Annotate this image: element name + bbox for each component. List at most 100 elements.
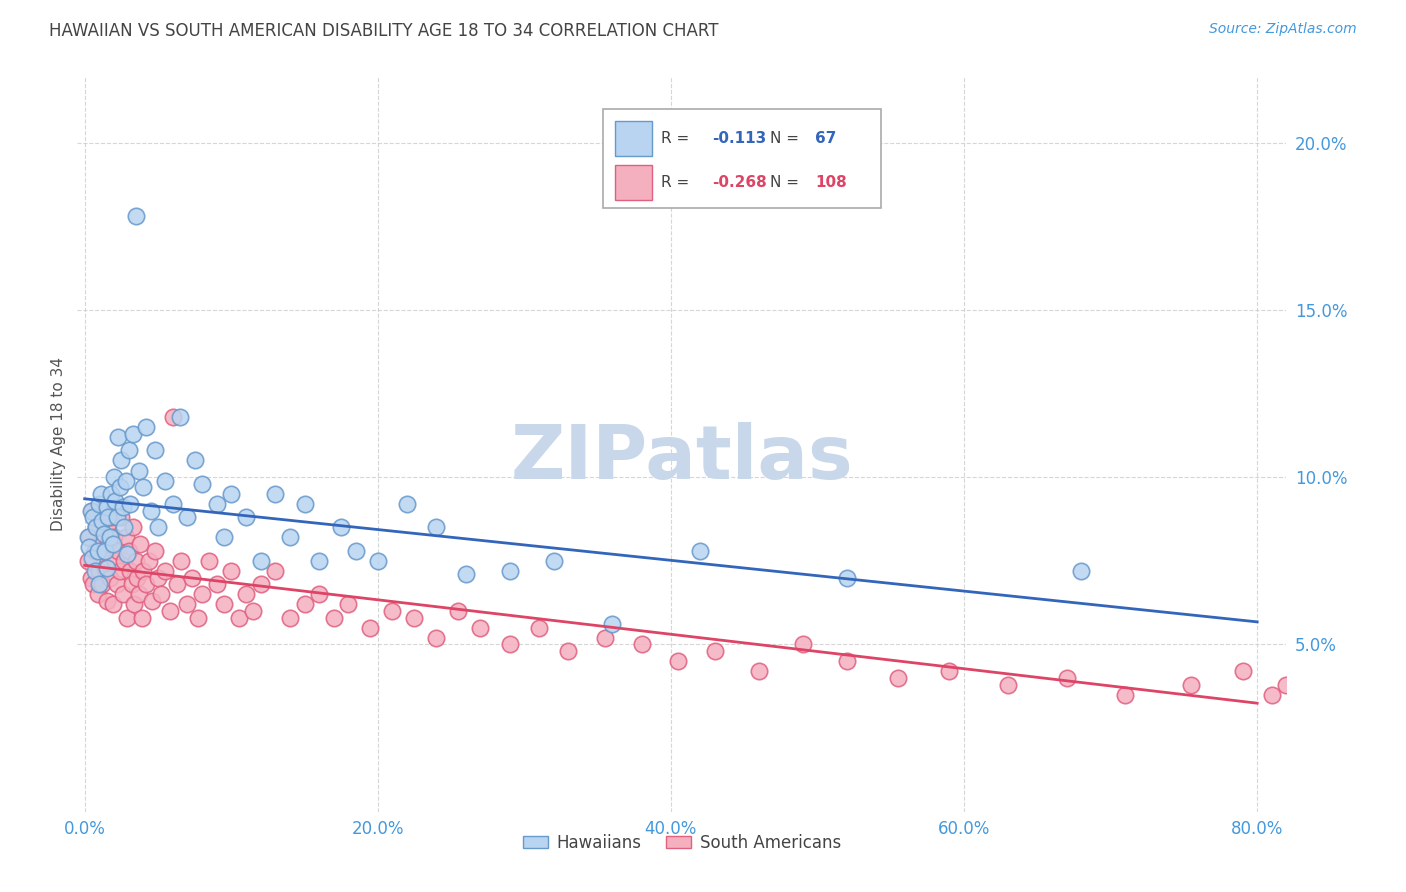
Point bbox=[1261, 688, 1284, 702]
Point bbox=[115, 610, 138, 624]
Point bbox=[143, 443, 166, 458]
Point bbox=[94, 560, 117, 574]
Point bbox=[191, 587, 214, 601]
Point bbox=[149, 587, 172, 601]
Point bbox=[114, 530, 136, 544]
Point bbox=[1334, 690, 1357, 705]
Point bbox=[1319, 671, 1341, 685]
Point bbox=[77, 541, 100, 555]
Point bbox=[135, 577, 157, 591]
Point bbox=[180, 571, 202, 585]
Point bbox=[264, 564, 287, 578]
Point bbox=[96, 560, 118, 574]
Point bbox=[1056, 671, 1078, 685]
Y-axis label: Disability Age 18 to 34: Disability Age 18 to 34 bbox=[51, 357, 66, 531]
Point bbox=[80, 503, 103, 517]
Point bbox=[703, 644, 725, 658]
Point bbox=[835, 571, 858, 585]
Point bbox=[121, 577, 143, 591]
Point bbox=[887, 671, 910, 685]
Point bbox=[112, 554, 135, 568]
Point bbox=[219, 487, 242, 501]
Point bbox=[396, 497, 419, 511]
Point bbox=[84, 543, 107, 558]
Point bbox=[125, 209, 148, 223]
Point bbox=[155, 474, 177, 488]
Point bbox=[91, 514, 114, 528]
Point bbox=[101, 537, 124, 551]
FancyBboxPatch shape bbox=[603, 109, 882, 209]
Point bbox=[93, 527, 115, 541]
Point bbox=[86, 520, 108, 534]
Point bbox=[86, 520, 108, 534]
Point bbox=[89, 564, 111, 578]
Point bbox=[1114, 688, 1136, 702]
Point bbox=[162, 409, 184, 424]
Point bbox=[108, 564, 131, 578]
Point bbox=[101, 598, 124, 612]
Point bbox=[146, 571, 169, 585]
Point bbox=[330, 520, 353, 534]
Point bbox=[404, 610, 426, 624]
Point bbox=[111, 500, 134, 515]
Point bbox=[104, 554, 127, 568]
Point bbox=[107, 430, 129, 444]
Point bbox=[278, 610, 301, 624]
Point bbox=[80, 550, 103, 565]
Point bbox=[94, 543, 117, 558]
Point bbox=[470, 621, 492, 635]
Text: -0.113: -0.113 bbox=[713, 131, 766, 146]
Point bbox=[1275, 678, 1298, 692]
Point bbox=[76, 530, 98, 544]
Point bbox=[600, 617, 623, 632]
Point bbox=[166, 577, 188, 591]
Point bbox=[122, 426, 145, 441]
Point bbox=[938, 664, 960, 678]
Point bbox=[155, 564, 177, 578]
Point bbox=[96, 500, 118, 515]
Text: N =: N = bbox=[770, 175, 804, 190]
Point bbox=[249, 554, 271, 568]
Point bbox=[108, 480, 131, 494]
Point bbox=[242, 604, 264, 618]
Text: R =: R = bbox=[661, 131, 695, 146]
Point bbox=[87, 587, 110, 601]
Point bbox=[141, 594, 163, 608]
Point bbox=[1289, 698, 1312, 712]
Point bbox=[93, 543, 115, 558]
Text: Source: ZipAtlas.com: Source: ZipAtlas.com bbox=[1209, 22, 1357, 37]
Point bbox=[1340, 711, 1362, 725]
Point bbox=[205, 497, 228, 511]
Point bbox=[212, 530, 235, 544]
Point bbox=[139, 503, 162, 517]
Point bbox=[100, 510, 122, 524]
Point bbox=[132, 564, 155, 578]
Point bbox=[159, 604, 181, 618]
Point bbox=[96, 520, 118, 534]
Text: -0.268: -0.268 bbox=[713, 175, 766, 190]
Point bbox=[127, 571, 149, 585]
Point bbox=[98, 571, 121, 585]
Point bbox=[89, 577, 111, 591]
Point bbox=[228, 610, 250, 624]
Point bbox=[97, 510, 120, 524]
Point bbox=[129, 537, 152, 551]
Point bbox=[454, 567, 477, 582]
Point bbox=[146, 520, 169, 534]
Point bbox=[425, 520, 447, 534]
Point bbox=[1305, 684, 1327, 698]
Point bbox=[131, 610, 153, 624]
FancyBboxPatch shape bbox=[616, 165, 652, 200]
Point bbox=[97, 537, 120, 551]
Point bbox=[997, 678, 1019, 692]
Point bbox=[1337, 698, 1360, 712]
Point bbox=[122, 520, 145, 534]
Point bbox=[103, 470, 125, 484]
Text: 67: 67 bbox=[815, 131, 837, 146]
Point bbox=[104, 493, 127, 508]
Point bbox=[115, 547, 138, 561]
Point bbox=[198, 554, 221, 568]
Point bbox=[90, 503, 112, 517]
FancyBboxPatch shape bbox=[616, 120, 652, 156]
Point bbox=[110, 510, 132, 524]
